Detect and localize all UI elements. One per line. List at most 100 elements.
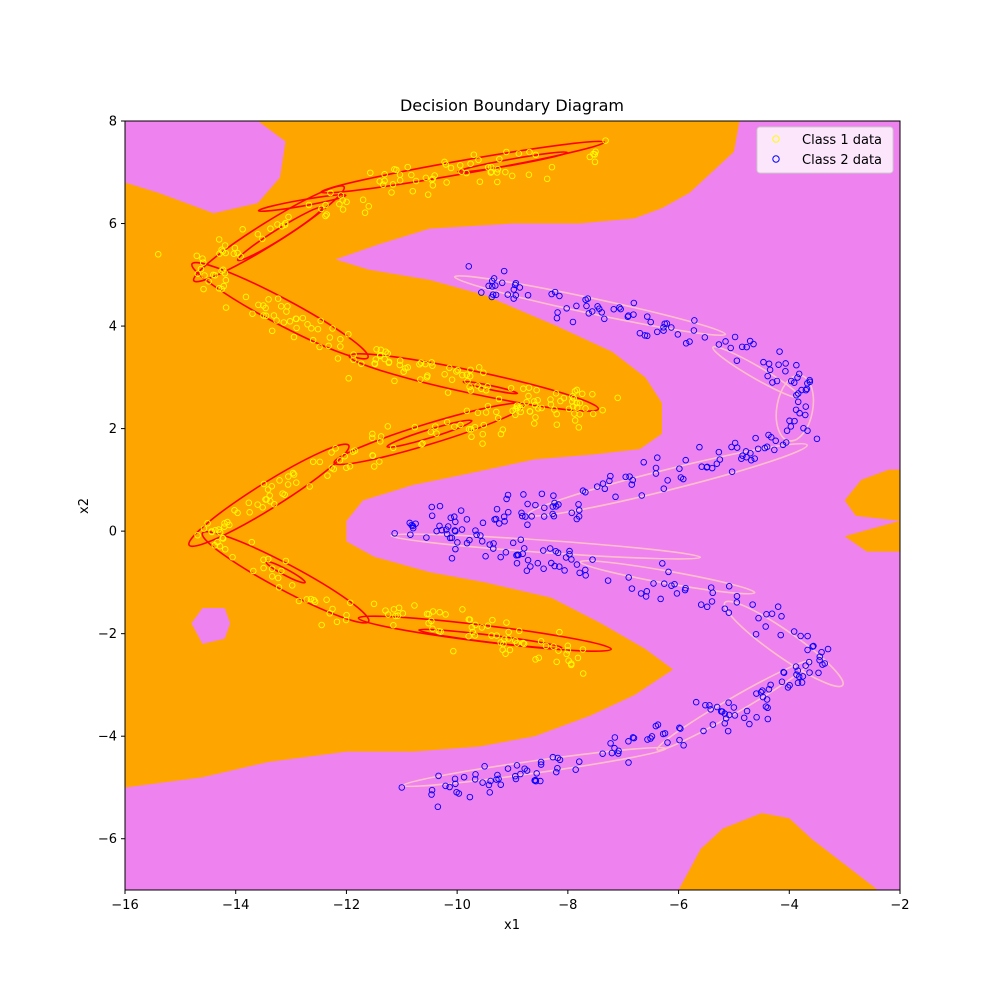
class2-point-146 [766,366,774,374]
class2-point-356 [677,474,685,481]
class1-point-301 [381,177,388,185]
y-tick-label: −6 [98,832,117,847]
class1-point-403 [480,369,487,377]
class2-point-255 [654,721,662,728]
class2-point-345 [478,538,486,545]
class2-point-86 [482,553,489,560]
class2-point-201 [794,667,802,674]
class1-point-292 [381,171,388,178]
class2-point-409 [806,378,814,386]
class1-point-64 [432,423,439,430]
class1-point-356 [467,426,475,433]
class2-point-251 [727,344,734,352]
class2-point-133 [793,361,800,369]
class2-point-244 [747,449,754,457]
class2-point-53 [764,372,771,380]
x-tick-label: −8 [558,898,577,913]
class2-contour-0 [453,275,727,337]
class1-point-197 [484,164,492,171]
class2-point-276 [752,434,759,442]
class1-point-178 [456,162,464,169]
class1-point-117 [468,433,475,441]
class1-point-285 [222,276,230,284]
class2-point-257 [516,284,524,291]
class2-point-362 [640,459,647,466]
class1-point-29 [346,462,354,470]
class1-point-230 [535,654,543,662]
class2-point-394 [676,465,683,472]
class2-point-273 [643,313,651,320]
class2-point-341 [537,758,545,766]
class2-point-224 [747,456,755,464]
class1-point-208 [459,371,466,379]
class1-point-41 [478,624,486,631]
class2-point-308 [490,540,497,547]
class2-point-178 [725,699,732,706]
class2-point-374 [647,735,654,742]
class2-point-323 [495,520,503,527]
class1-point-204 [201,272,208,279]
class2-point-116 [802,403,810,410]
class1-point-174 [249,310,256,317]
class2-point-31 [776,348,783,355]
class1-point-279 [417,359,425,366]
class1-point-212 [489,616,496,624]
class2-point-330 [460,773,468,781]
class1-point-271 [416,361,423,368]
y-tick-label: 6 [109,217,117,232]
class1-point-32 [290,471,298,478]
class1-point-94 [427,428,435,436]
class2-point-343 [452,545,459,553]
class1-point-196 [476,178,484,185]
class1-contour-2 [257,193,347,213]
class2-point-382 [498,279,506,287]
class1-point-420 [154,251,162,258]
class2-point-275 [540,547,547,554]
class2-point-11 [616,304,623,311]
class2-point-136 [664,739,671,746]
class2-point-400 [780,668,787,676]
class1-point-328 [239,226,246,233]
class2-point-307 [607,740,614,747]
y-tick-label: 0 [109,525,117,540]
class1-point-5 [229,553,236,561]
class2-point-60 [454,539,461,546]
class2-point-16 [423,534,430,541]
class2-point-192 [472,771,479,778]
class2-point-284 [512,775,520,783]
class1-point-172 [464,377,471,385]
class1-point-259 [350,356,357,364]
class2-point-387 [548,559,555,567]
class1-point-143 [474,382,481,389]
class1-point-71 [337,335,344,343]
class2-point-70 [793,391,800,399]
class1-point-198 [259,504,266,511]
class2-point-219 [478,289,485,296]
class2-point-258 [706,702,713,709]
class1-point-45 [508,172,516,180]
class2-point-186 [629,734,637,741]
class2-point-377 [800,424,807,432]
class2-contour-7 [656,659,812,752]
class1-point-377 [390,606,398,613]
class1-point-337 [537,637,545,645]
class2-point-173 [752,630,760,638]
class1-point-220 [472,621,479,629]
class2-point-128 [653,328,661,336]
class2-point-215 [816,656,823,664]
class1-point-261 [542,642,550,650]
class1-point-280 [370,463,378,470]
class2-point-375 [556,563,563,570]
y-tick-label: 2 [109,422,117,437]
class1-point-36 [268,565,276,573]
class1-point-21 [369,434,376,442]
class1-point-186 [519,639,527,647]
class1-point-100 [250,567,257,575]
class1-point-127 [328,464,336,472]
class2-point-320 [762,703,770,710]
class2-point-119 [528,513,535,520]
class2-point-304 [686,338,693,345]
class2-point-153 [703,463,711,471]
class1-point-291 [278,222,286,230]
class1-point-77 [574,654,582,662]
